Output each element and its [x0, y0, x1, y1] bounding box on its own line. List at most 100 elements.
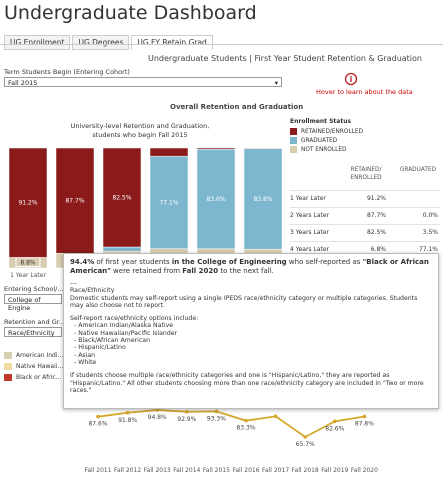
legend-label: RETAINED/ENROLLED [301, 128, 364, 135]
table-cell: 82.5% [366, 229, 386, 236]
legend-swatch [4, 374, 12, 381]
section-title: Overall Retention and Graduation [170, 103, 304, 111]
bar-segment [196, 147, 236, 150]
term-dropdown[interactable]: Fall 2015 ▾ [4, 77, 282, 87]
legend-label: American Indi... [16, 352, 64, 359]
point [96, 414, 100, 419]
tooltip-text: If students choose multiple race/ethnici… [70, 372, 424, 394]
tooltip-run: 94.4% [70, 258, 95, 266]
bar-label: 77.1% [159, 199, 178, 206]
chart-title: University-level Retention and Graduatio… [60, 122, 220, 140]
school-dropdown[interactable]: College of Engine [4, 294, 62, 312]
tab[interactable]: UG Degrees [72, 35, 130, 50]
tooltip-option: - White [74, 358, 97, 366]
tooltip-lead: 94.4% of first year students in the Coll… [70, 258, 432, 276]
title-line: students who begin Fall 2015 [92, 131, 188, 139]
tooltip-run: to the next fall. [218, 267, 274, 275]
dropdown-value: Fall 2015 [8, 79, 38, 87]
point [244, 418, 248, 423]
legend-title: Enrollment Status [290, 118, 352, 125]
legend-label: NOT ENROLLED [301, 146, 347, 153]
table-cell: 87.7% [366, 212, 386, 219]
bar-label: 87.7% [65, 198, 84, 205]
legend-swatch [290, 128, 297, 135]
point [333, 419, 337, 424]
legend-swatch [290, 146, 297, 153]
legend-item: Native Hawaii... [4, 361, 63, 372]
data-label: 65.7% [296, 441, 315, 448]
label-box [15, 257, 41, 268]
legend: RETAINED/ENROLLED GRADUATED NOT ENROLLED [290, 127, 363, 154]
page-title: Undergraduate Dashboard [4, 2, 257, 24]
filter-label: Term Students Begin (Entering Cohort) [4, 68, 130, 76]
header-cell: GRADUATED [394, 166, 442, 174]
legend-item: NOT ENROLLED [290, 145, 363, 154]
tooltip-option: - Black/African American [74, 337, 151, 345]
header-cell: RETAINED/ENROLLED [342, 166, 390, 182]
header-line: GRADUATED [399, 167, 437, 173]
x-tick-label: Fall 2013 [144, 467, 171, 474]
legend-swatch [4, 363, 12, 370]
table-header: RETAINED/ENROLLED GRADUATED [290, 166, 440, 190]
title-line: University-level Retention and Graduatio… [70, 122, 210, 130]
table-row: 4 Years Later 6.8% 77.1% [290, 241, 440, 258]
point [125, 410, 130, 415]
legend-item: GRADUATED [290, 136, 363, 145]
tab-bar: UG Enrollment UG Degrees UG FY Retain Grad [4, 30, 215, 50]
bar-label: 83.8% [253, 196, 272, 203]
bar-segment [149, 155, 189, 249]
tooltip-heading: Race/Ethnicity [70, 287, 115, 295]
legend-item: American Indi... [4, 350, 63, 361]
point [155, 408, 159, 412]
data-label: 87.8% [355, 420, 374, 427]
data-label: 91.8% [118, 417, 137, 424]
legend-label: Native Hawaii... [16, 363, 64, 370]
table-cell: 6.8% [370, 246, 386, 253]
x-tick-label: Fall 2014 [173, 467, 200, 474]
tooltip-option: - American Indian/Alaska Native [74, 322, 174, 330]
tooltip-run: Fall 2020 [182, 267, 219, 275]
tooltip-text: Domestic students may self-report using … [70, 294, 418, 309]
data-label: 92.9% [177, 416, 196, 423]
table-cell: 91.2% [366, 195, 386, 202]
tooltip-run: were retained from [110, 267, 183, 275]
point [362, 414, 367, 419]
bar-label: 82.5% [112, 195, 131, 202]
point [214, 409, 219, 414]
svg-text:i: i [350, 75, 353, 84]
tab-divider [0, 44, 443, 45]
bar-label: 8.8% [20, 260, 36, 267]
legend-swatch [4, 352, 12, 359]
data-table: RETAINED/ENROLLED GRADUATED 1 Year Later 91… [290, 166, 440, 258]
legend-item: RETAINED/ENROLLED [290, 127, 363, 136]
header-line: ENROLLED [350, 175, 382, 181]
table-row: 1 Year Later 91.2% [290, 190, 440, 207]
header-line: RETAINED/ [350, 167, 382, 173]
row-label: 2 Years Later [290, 212, 329, 219]
bar-segment [55, 147, 95, 254]
bar-segment [196, 148, 236, 250]
legend-label: Black or Afric... [16, 374, 62, 381]
table-row: 2 Years Later 87.7% 0.0% [290, 207, 440, 224]
measure-dropdown[interactable]: Race/Ethnicity [4, 327, 62, 337]
tooltip-option: - Native Hawaiian/Pacific Islander [74, 329, 178, 337]
legend-swatch [290, 137, 297, 144]
hover-hint: Hover to learn about the data [316, 88, 413, 96]
table-cell: 0.0% [422, 212, 438, 219]
legend-label: GRADUATED [301, 137, 338, 144]
bar-segment [149, 147, 189, 157]
info-icon[interactable]: i [344, 72, 358, 86]
subtitle: Undergraduate Students | First Year Stud… [148, 54, 422, 63]
tab[interactable]: UG FY Retain Grad [131, 35, 213, 50]
tooltip-separator: --- [70, 280, 77, 287]
x-tick-label: Fall 2012 [114, 467, 141, 474]
point [185, 409, 189, 414]
tooltip-option: - Asian [74, 351, 96, 359]
x-tick-label: 1 Year Later [10, 272, 46, 279]
tooltip-run: in the College of Engineering [171, 258, 287, 266]
x-tick-label: Fall 2018 [292, 467, 319, 474]
data-label: 94.8% [148, 414, 167, 421]
tab[interactable]: UG Enrollment [4, 35, 71, 50]
dropdown-value: College of Engine [8, 296, 41, 312]
